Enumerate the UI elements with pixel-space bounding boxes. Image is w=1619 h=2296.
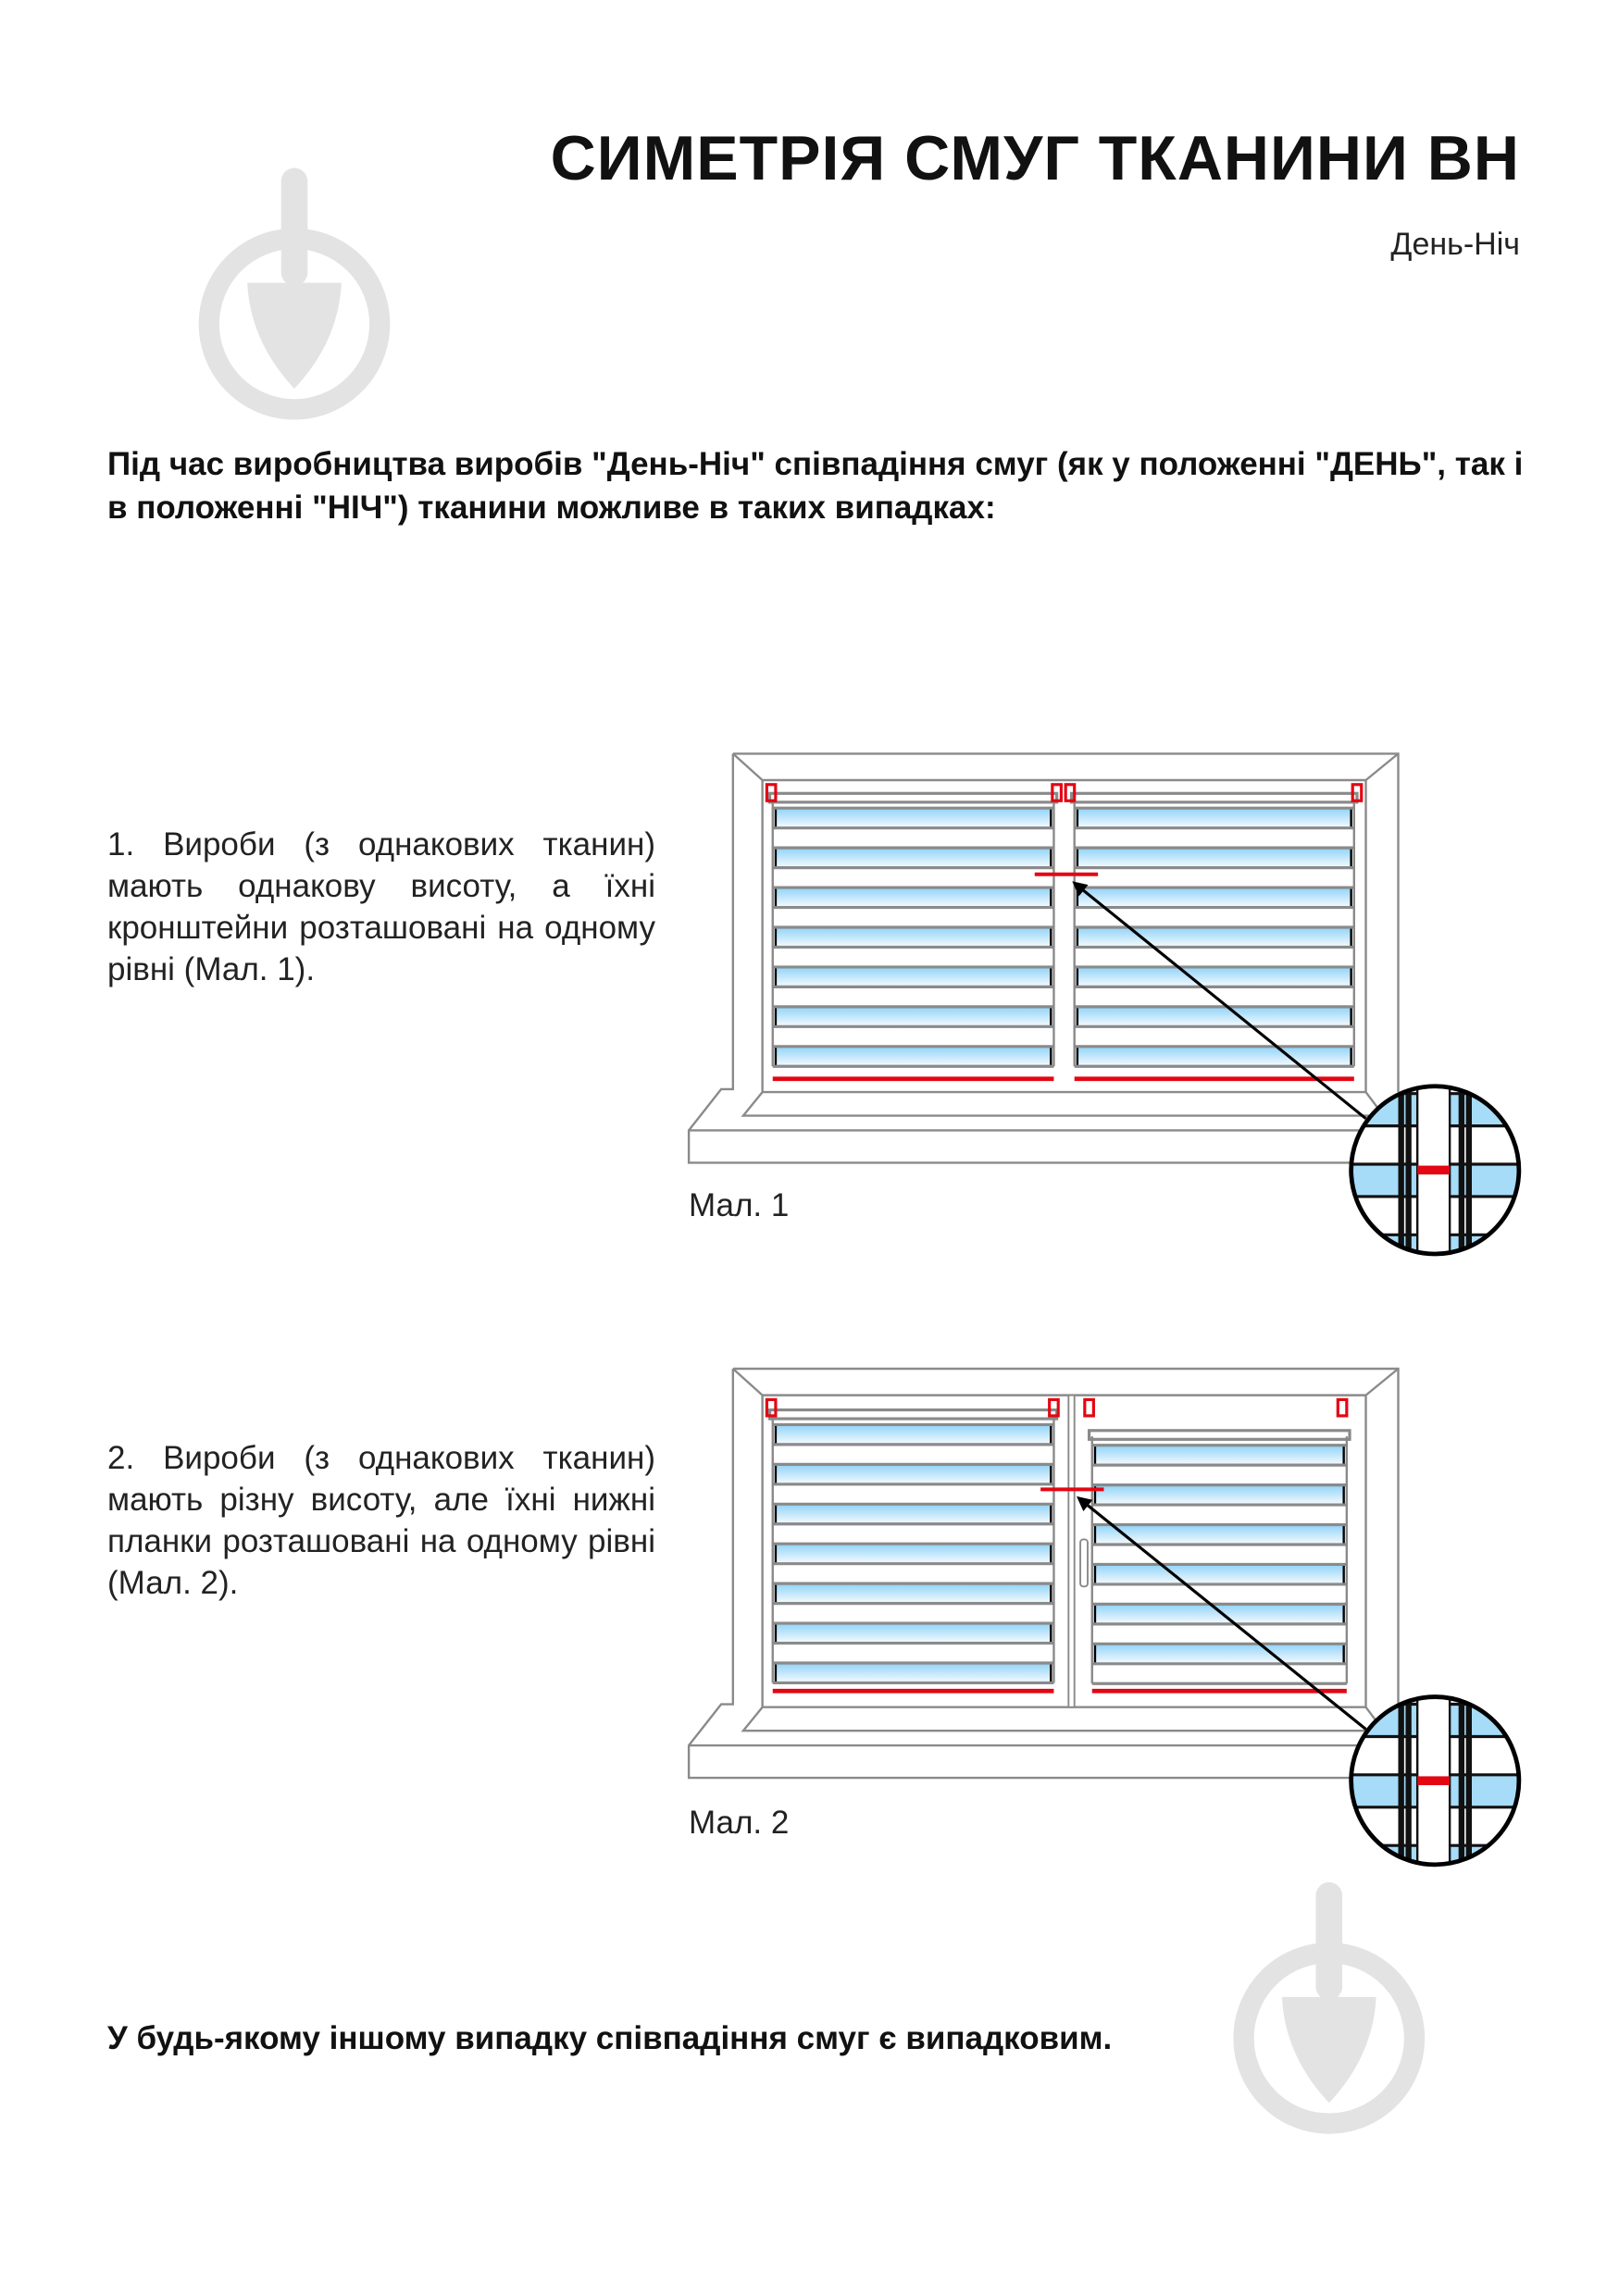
watermark-logo-icon: [1233, 1881, 1426, 2134]
fabric-stripe-sheer: [775, 1464, 1052, 1484]
window-frame: [687, 1367, 1400, 1780]
fabric-stripe-opaque: [1091, 1545, 1347, 1565]
bracket-marker: [765, 783, 778, 802]
figure-2-caption: Мал. 2: [689, 1805, 790, 1841]
case-2-text: 2. Вироби (з однакових тканин) мають різ…: [107, 1440, 655, 1601]
fabric-stripe-opaque: [772, 987, 1054, 1007]
window-reveal: [732, 1368, 1400, 1732]
roller-blind: [1069, 791, 1359, 1082]
bracket-marker: [1064, 783, 1077, 802]
fabric-stripe-sheer: [775, 927, 1052, 948]
fabric-stripe-sheer: [1077, 1046, 1351, 1067]
fabric-stripe-sheer: [1077, 887, 1351, 908]
fabric-stripe-opaque: [1091, 1583, 1347, 1605]
fabric-stripe-sheer: [1094, 1445, 1344, 1466]
magnifier-detail-icon: [1351, 1696, 1519, 1865]
bracket-marker: [1336, 1397, 1349, 1418]
bracket-marker: [765, 1397, 778, 1418]
fabric-stripe-sheer: [775, 848, 1052, 868]
fabric-stripe-sheer: [775, 1663, 1052, 1683]
fabric-stripe-opaque: [772, 1603, 1054, 1624]
bracket-marker: [1083, 1397, 1095, 1418]
magnifier-detail-icon: [1351, 1086, 1519, 1254]
fabric-stripe-sheer: [775, 1544, 1052, 1564]
arrow-icon: [1076, 1496, 1367, 1731]
fabric-stripe-sheer: [1094, 1484, 1344, 1506]
fabric-stripe-opaque: [772, 867, 1054, 888]
fabric-stripe-opaque: [772, 1563, 1054, 1584]
fabric-stripe-opaque: [1074, 987, 1354, 1007]
bracket-marker: [1048, 1397, 1060, 1418]
bracket-marker: [1351, 783, 1364, 802]
fabric-stripe-opaque: [1091, 1623, 1347, 1644]
headrail: [767, 791, 1059, 804]
fabric-stripe-sheer: [775, 1623, 1052, 1644]
fabric-stripe-sheer: [775, 1583, 1052, 1604]
fabric-stripe-opaque: [1074, 907, 1354, 927]
bracket-marker: [1051, 783, 1063, 802]
fabric-stripe-sheer: [1077, 1006, 1351, 1027]
fabric-stripe-opaque: [772, 1523, 1054, 1545]
intro-paragraph: Під час виробництва виробів "День-Ніч" с…: [107, 446, 1524, 526]
alignment-marker: [1417, 1776, 1451, 1785]
fabric-stripe-sheer: [1077, 848, 1351, 868]
fabric-stripe-sheer: [775, 887, 1052, 908]
fabric-stripe-sheer: [1077, 808, 1351, 828]
page-subtitle: День-Ніч: [1390, 227, 1520, 262]
case-1-text: 1. Вироби (з однакових тканин) мають одн…: [107, 826, 655, 987]
headrail: [1069, 791, 1359, 804]
fabric-stripe-opaque: [1074, 867, 1354, 888]
window-mullion: [1067, 1394, 1076, 1708]
fabric-stripe-opaque: [772, 827, 1054, 849]
headrail: [767, 1408, 1059, 1421]
fabric-stripe-opaque: [772, 947, 1054, 967]
fabric-stripe-opaque: [1091, 1663, 1347, 1684]
fabric-stripe-opaque: [772, 1026, 1054, 1047]
watermark-logo-icon: [198, 168, 391, 420]
figure-2-window: [687, 1367, 1522, 1868]
fabric-stripe-opaque: [1074, 947, 1354, 967]
fabric-stripe-sheer: [775, 808, 1052, 828]
roller-blind: [767, 1408, 1059, 1694]
fabric-stripe-sheer: [1094, 1524, 1344, 1545]
fabric-stripe-sheer: [1094, 1644, 1344, 1664]
fabric-stripe-sheer: [775, 966, 1052, 987]
fabric-stripe-sheer: [1077, 927, 1351, 948]
page-title: СИМЕТРІЯ СМУГ ТКАНИНИ ВН: [550, 123, 1520, 193]
fabric-stripe-opaque: [772, 1444, 1054, 1465]
fabric-stripe-opaque: [1074, 1026, 1354, 1047]
fabric-stripe-opaque: [1091, 1465, 1347, 1485]
fabric-stripe-opaque: [772, 1483, 1054, 1505]
window-reveal: [732, 752, 1400, 1117]
figure-1-window: [687, 752, 1522, 1257]
fabric-stripe-sheer: [1094, 1564, 1344, 1584]
window-frame: [687, 752, 1400, 1164]
fabric-stripe-sheer: [775, 1046, 1052, 1067]
fabric-stripe-opaque: [1074, 827, 1354, 849]
fabric-stripe-sheer: [775, 1504, 1052, 1524]
fabric-stripe-opaque: [772, 907, 1054, 927]
window-handle: [1079, 1538, 1089, 1588]
fabric-stripe-sheer: [775, 1006, 1052, 1027]
fabric-stripe-sheer: [1094, 1604, 1344, 1624]
arrow-icon: [1072, 881, 1367, 1120]
roller-blind: [767, 791, 1059, 1082]
fabric-stripe-opaque: [772, 1643, 1054, 1663]
headrail: [1088, 1429, 1351, 1441]
fabric-stripe-opaque: [1091, 1505, 1347, 1525]
fabric-stripe-sheer: [1077, 966, 1351, 987]
figure-1-caption: Мал. 1: [689, 1187, 790, 1223]
roller-blind: [1088, 1429, 1351, 1694]
fabric-stripe-sheer: [775, 1424, 1052, 1445]
alignment-marker: [1417, 1165, 1451, 1175]
closing-statement: У будь-якому іншому випадку співпадіння …: [107, 2020, 1113, 2056]
